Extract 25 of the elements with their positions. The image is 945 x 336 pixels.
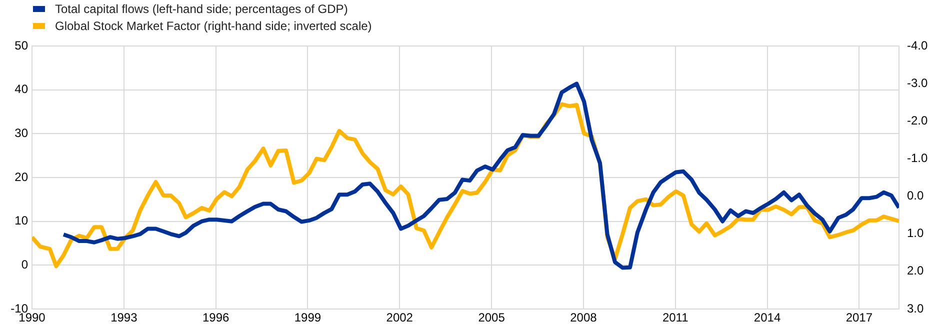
y2-tick-label: -1.0 <box>907 151 928 166</box>
x-tick-label: 2002 <box>386 310 414 325</box>
y2-tick-label: 3.0 <box>907 301 924 316</box>
x-tick-label: 2017 <box>846 310 873 325</box>
y-tick-label: 30 <box>14 126 28 140</box>
y2-tick-label: -2.0 <box>907 113 928 128</box>
y2-tick-label: -4.0 <box>907 38 928 52</box>
x-tick-label: 2005 <box>478 310 506 325</box>
x-tick-label: 2014 <box>754 310 781 325</box>
y-tick-label: 50 <box>14 38 28 52</box>
y-tick-label: 40 <box>14 82 28 96</box>
y2-tick-label: 2.0 <box>907 264 924 278</box>
x-tick-label: 2008 <box>570 310 598 325</box>
y-tick-label: 0 <box>21 257 28 272</box>
y2-tick-label: -3.0 <box>907 76 928 90</box>
y-tick-label: 10 <box>14 214 28 228</box>
legend-label: Global Stock Market Factor (right-hand side; inverted scale) <box>55 18 372 32</box>
legend-label: Total capital flows (left-hand side; percentages of GDP) <box>55 2 348 16</box>
y2-tick-label: 0.0 <box>907 188 924 203</box>
x-tick-label: 1999 <box>294 310 322 325</box>
y2-tick-label: 1.0 <box>907 226 924 240</box>
x-tick-label: 2011 <box>662 310 689 325</box>
x-tick-label: 1996 <box>202 310 230 325</box>
y-tick-label: 20 <box>14 170 28 184</box>
x-tick-label: 1993 <box>110 310 138 325</box>
